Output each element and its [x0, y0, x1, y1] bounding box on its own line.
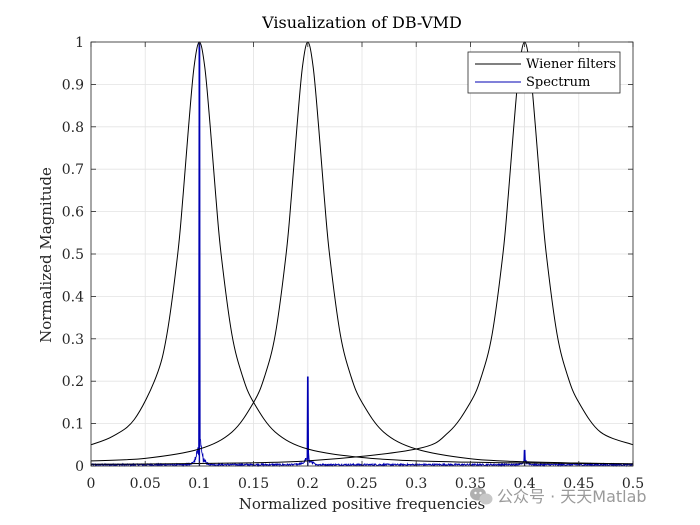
- y-tick-label: 0.7: [62, 162, 84, 178]
- wiener-filter-curve-1: [90, 41, 634, 465]
- y-axis-label: Normalized Magnitude: [37, 167, 55, 343]
- y-tick-label: 0.8: [62, 120, 84, 136]
- watermark: 公众号 · 天天Matlab: [470, 487, 647, 506]
- x-tick-label: 0.3: [405, 476, 427, 492]
- y-tick-label: 1: [75, 35, 84, 51]
- legend-label-spectrum: Spectrum: [526, 75, 590, 90]
- y-tick-labels: 0 0.1 0.2 0.3 0.4 0.5 0.6 0.7 0.8 0.9 1: [62, 35, 84, 475]
- x-tick-label: 0.2: [297, 476, 319, 492]
- x-tick-label: 0.1: [188, 476, 210, 492]
- ticks: [90, 41, 634, 467]
- y-tick-label: 0.4: [62, 289, 84, 305]
- x-tick-label: 0.25: [346, 476, 377, 492]
- y-tick-label: 0.3: [62, 332, 84, 348]
- legend: Wiener filters Spectrum: [467, 51, 621, 94]
- watermark-text: 公众号 · 天天Matlab: [497, 487, 647, 506]
- x-axis-label: Normalized positive frequencies: [239, 495, 485, 513]
- y-tick-label: 0.9: [62, 77, 84, 93]
- wiener-filter-curve-3: [90, 41, 634, 465]
- legend-label-wiener-filters: Wiener filters: [526, 57, 616, 72]
- y-tick-label: 0.5: [62, 247, 84, 263]
- wechat-icon: [470, 487, 493, 505]
- x-tick-label: 0: [87, 476, 96, 492]
- x-tick-label: 0.15: [238, 476, 269, 492]
- x-tick-label: 0.45: [563, 476, 594, 492]
- y-tick-label: 0: [75, 459, 84, 475]
- y-tick-label: 0.2: [62, 374, 84, 390]
- legend-box: [467, 51, 621, 94]
- x-tick-label: 0.05: [130, 476, 161, 492]
- y-tick-label: 0.1: [62, 417, 84, 433]
- x-tick-label: 0.5: [622, 476, 644, 492]
- y-tick-label: 0.6: [62, 205, 84, 221]
- wiener-filters-series: [90, 41, 634, 465]
- chart-title: Visualization of DB-VMD: [261, 13, 462, 32]
- x-tick-label: 0.4: [513, 476, 535, 492]
